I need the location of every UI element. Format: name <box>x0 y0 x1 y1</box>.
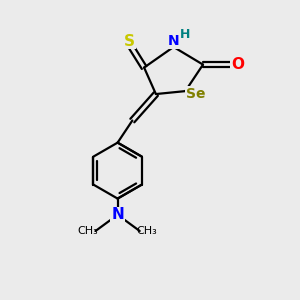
Text: CH₃: CH₃ <box>137 226 158 236</box>
Text: N: N <box>168 34 179 48</box>
Text: N: N <box>111 207 124 222</box>
Text: H: H <box>180 28 190 41</box>
Text: Se: Se <box>186 87 206 101</box>
Text: CH₃: CH₃ <box>78 226 98 236</box>
Text: O: O <box>231 57 244 72</box>
Text: S: S <box>124 34 135 49</box>
